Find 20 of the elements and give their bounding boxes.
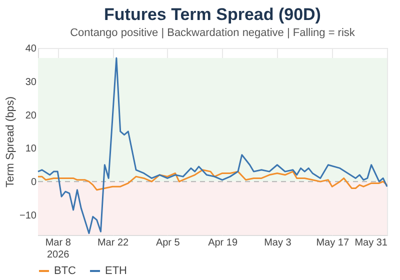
line-series bbox=[37, 169, 388, 191]
x-tick-label: May 31 bbox=[354, 238, 388, 248]
y-tick-label: 0 bbox=[30, 177, 37, 188]
x-tick-label: Mar 22 bbox=[97, 238, 130, 248]
x-tick-label: Apr 19 bbox=[208, 238, 238, 248]
y-tick-label: −10 bbox=[20, 210, 37, 222]
y-axis-title: Term Spread (bps) bbox=[4, 96, 17, 188]
line-series bbox=[37, 57, 388, 234]
legend-label: ETH bbox=[105, 265, 128, 277]
legend-label: BTC bbox=[54, 265, 76, 277]
y-tick-label: 20 bbox=[25, 110, 37, 122]
x-tick-label: Mar 8 2026 bbox=[45, 238, 72, 260]
x-tick-label: May 17 bbox=[316, 238, 350, 248]
chart-title: Futures Term Spread (90D) bbox=[104, 5, 321, 24]
y-tick-label: 30 bbox=[25, 76, 37, 88]
x-tick-label: Apr 5 bbox=[156, 238, 180, 248]
x-tick-label: May 3 bbox=[264, 238, 292, 248]
y-tick-label: 40 bbox=[25, 44, 37, 54]
y-tick-label: 10 bbox=[25, 144, 37, 155]
chart-subtitle: Contango positive | Backwardation negative | Falling = risk bbox=[70, 27, 356, 39]
